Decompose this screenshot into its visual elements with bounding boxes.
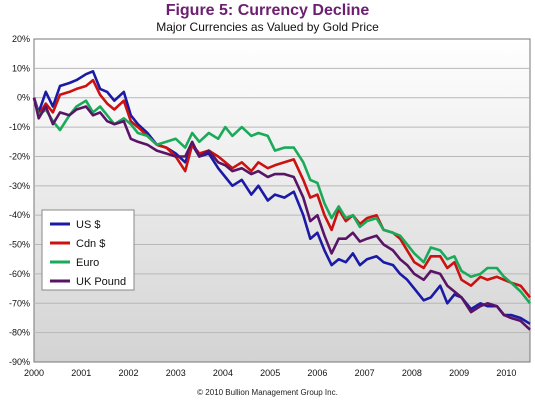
y-tick-label: -20% <box>9 151 30 161</box>
x-tick-label: 2010 <box>496 368 516 378</box>
plot-area <box>33 38 531 363</box>
x-tick-label: 2004 <box>213 368 233 378</box>
y-tick-label: -90% <box>9 357 30 367</box>
y-tick-label: 10% <box>12 63 30 73</box>
series-line-1 <box>32 78 532 299</box>
y-tick-label: -80% <box>9 328 30 338</box>
y-axis-ticks: 20% 10% 0% -10% -20% -30% -40% -50% -60% -70% -80%… <box>9 34 30 367</box>
series-lines <box>32 70 532 331</box>
x-tick-label: 2003 <box>166 368 186 378</box>
y-tick-label: -70% <box>9 298 30 308</box>
chart-subtitle: Major Currencies as Valued by Gold Price <box>156 20 379 34</box>
x-axis-ticks: 2000 2001 2002 2003 2004 2005 2006 2007 2008 2009… <box>24 368 516 378</box>
series-line-2 <box>32 97 532 305</box>
series-line-3 <box>32 97 531 331</box>
x-tick-label: 2001 <box>71 368 91 378</box>
legend-label: Cdn $ <box>76 238 105 250</box>
x-tick-label: 2007 <box>355 368 375 378</box>
x-tick-label: 2000 <box>24 368 44 378</box>
legend-label: UK Pound <box>76 276 126 288</box>
y-tick-label: 0% <box>17 93 30 103</box>
chart-footer: © 2010 Bullion Management Group Inc. <box>197 388 338 397</box>
legend: US $ Cdn $ Euro UK Pound <box>41 209 135 291</box>
x-tick-label: 2002 <box>118 368 138 378</box>
y-tick-label: -60% <box>9 269 30 279</box>
y-tick-label: -40% <box>9 210 30 220</box>
x-tick-label: 2006 <box>307 368 327 378</box>
chart-title: Figure 5: Currency Decline <box>165 2 370 19</box>
y-tick-label: 20% <box>12 34 30 44</box>
y-tick-label: -30% <box>9 181 30 191</box>
x-tick-label: 2005 <box>260 368 280 378</box>
legend-label: US $ <box>76 219 100 231</box>
x-tick-label: 2009 <box>449 368 469 378</box>
legend-label: Euro <box>76 257 99 269</box>
series-line-0 <box>32 70 531 325</box>
x-tick-label: 2008 <box>402 368 422 378</box>
y-tick-label: -10% <box>9 122 30 132</box>
y-tick-label: -50% <box>9 240 30 250</box>
